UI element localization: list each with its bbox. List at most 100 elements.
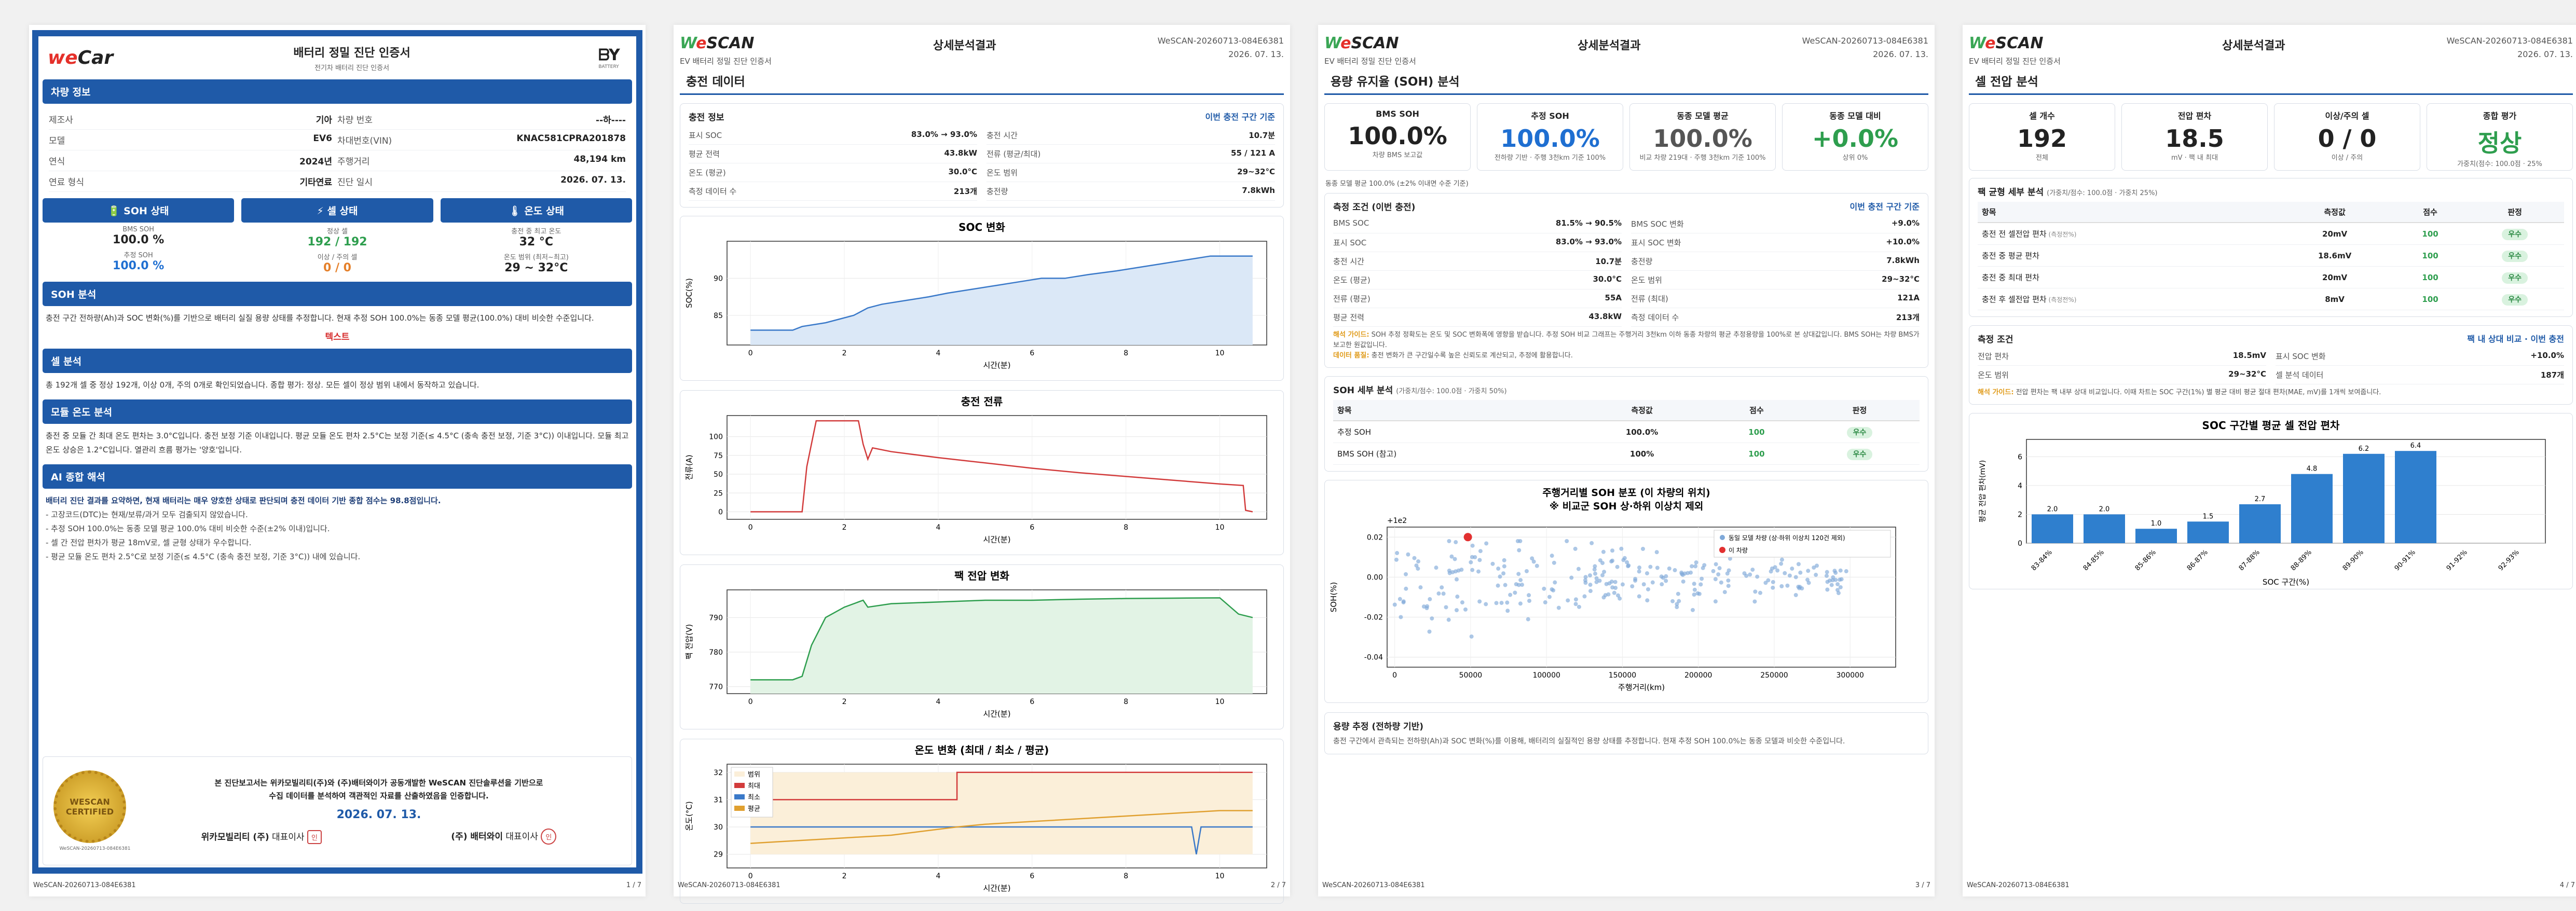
info-label: 평균 전력: [1333, 313, 1364, 322]
scatter-point: [1552, 560, 1556, 565]
scatter-point: [1498, 574, 1502, 579]
score-cell: 100: [2394, 288, 2466, 310]
info-value: +10.0%: [2530, 351, 2564, 360]
value-cell: 100.0%: [1570, 421, 1714, 443]
x-tick-label: 4: [936, 698, 940, 706]
balance-detail-card: 팩 균형 세부 분석 (가중치/점수: 100.0점 · 가중치 25%) 항목…: [1969, 178, 2573, 317]
scatter-point: [1508, 592, 1513, 597]
scatter-point: [1583, 578, 1587, 583]
bar-value-label: 1.0: [2151, 520, 2162, 528]
grade-badge: 우수: [2502, 250, 2528, 262]
scatter-point: [1551, 588, 1556, 592]
scatter-point: [1633, 578, 1638, 583]
score-cell: 100: [2394, 266, 2466, 288]
scatter-point: [1831, 575, 1835, 579]
vehicle-value: 48,194 km: [573, 154, 626, 164]
info-value: 187개: [2540, 370, 2564, 380]
scatter-point: [1702, 563, 1707, 568]
y-tick-label: 85: [714, 312, 723, 320]
scatter-point: [1553, 580, 1557, 585]
scatter-point: [1469, 634, 1474, 639]
vehicle-label: 제조사: [49, 115, 73, 126]
scatter-point: [1477, 599, 1482, 604]
info-row: BMS SOC 81.5% → 90.5%: [1333, 215, 1622, 233]
info-value: 10.7분: [1595, 257, 1622, 266]
scatter-point: [1713, 599, 1718, 604]
chart-title: 팩 전압 변화: [954, 570, 1010, 582]
column-header: 판정: [2465, 202, 2564, 223]
scatter-point: [1470, 543, 1475, 548]
x-tick-label: 8: [1123, 698, 1128, 706]
header-ref: WeSCAN-20260713-084E6381: [1157, 36, 1284, 46]
kpi-title: 이상/주의 셀: [2325, 111, 2369, 121]
kpi-value: 100.0%: [1348, 122, 1447, 150]
scatter-point: [1517, 548, 1522, 553]
scatter-point: [1825, 579, 1830, 584]
measurement-conditions: 측정 조건 (이번 충전) 이번 충전 구간 기준 BMS SOC 81.5% → …: [1324, 193, 1928, 368]
info-row: 전류 (평균/최대) 55 / 121 A: [986, 145, 1275, 163]
footer-page: 1 / 7: [626, 881, 641, 889]
info-label: 충전량: [986, 187, 1008, 196]
area-fill: [750, 256, 1253, 345]
ai-bullet: - 셀 간 전압 편차가 평균 18mV로, 셀 균형 상태가 우수합니다.: [46, 538, 252, 547]
kpi-value: 100.0%: [1653, 125, 1752, 153]
stat-label: 온도 범위 (최저~최고): [503, 254, 569, 261]
legend-label: 최소: [748, 794, 760, 802]
scatter-point: [1693, 564, 1698, 569]
wescan-logo: WeSCAN: [680, 34, 755, 52]
scatter-point: [1755, 574, 1760, 579]
scatter-point: [1550, 554, 1554, 558]
scatter-point: [1654, 550, 1659, 555]
kpi-subtext: 이상 / 주의: [2331, 154, 2363, 162]
scatter-point: [1484, 602, 1488, 606]
info-label: 온도 범위: [1631, 275, 1662, 285]
scatter-point: [1793, 575, 1798, 579]
y-tick-label: 6: [2018, 453, 2022, 461]
scatter-point: [1434, 565, 1438, 570]
kpi-subtext: 전체: [2036, 154, 2048, 162]
info-row: 표시 SOC 변화 +10.0%: [1631, 233, 1920, 252]
grade-cell: 우수: [2465, 223, 2564, 245]
scatter-point: [1675, 602, 1679, 606]
vehicle-info-table: 제조사 기아 차량 번호 --하---- 모델 EV6 차대번호(VIN) KNAC581CP…: [43, 109, 632, 198]
y-tick-label: 32: [714, 769, 723, 777]
scatter-point: [1625, 560, 1629, 564]
scatter-point: [1573, 597, 1578, 602]
kpi-card: 전압 편차 18.5 mV · 팩 내 최대: [2121, 103, 2268, 171]
scatter-point: [1833, 577, 1838, 582]
bar: [2291, 474, 2333, 543]
vehicle-info-header: 차량 정보: [43, 79, 632, 104]
y-tick-label: -0.04: [1364, 654, 1383, 662]
scatter-point: [1444, 605, 1448, 610]
scatter-point: [1785, 583, 1790, 588]
scatter-point: [1610, 548, 1615, 553]
scatter-point: [1725, 571, 1730, 576]
info-label: 표시 SOC 변화: [2276, 352, 2326, 361]
y-tick-label: 0.02: [1367, 533, 1383, 542]
scatter-point: [1531, 559, 1536, 564]
scatter-point: [1641, 582, 1646, 587]
kpi-value: 100.0%: [1500, 125, 1600, 153]
cell-measurement-conditions: 측정 조건 팩 내 상대 비교 · 이번 충전 전압 편차 18.5mV 표시 SOC…: [1969, 325, 2573, 405]
x-axis-label: 시간(분): [983, 535, 1010, 544]
series-line-최소: [750, 826, 1253, 854]
column-header: 점수: [1713, 400, 1800, 421]
info-label: 충전 시간: [986, 131, 1018, 140]
y-tick-label: 100: [709, 433, 723, 441]
scatter-point: [1753, 589, 1758, 594]
scatter-point: [1829, 583, 1834, 587]
bar-value-label: 6.4: [2410, 442, 2421, 450]
scatter-point: [1640, 547, 1645, 551]
x-tick-label: 91-92%: [2445, 548, 2469, 572]
x-axis-label: 시간(분): [983, 709, 1010, 719]
scatter-point: [1449, 554, 1454, 559]
value-cell: 8mV: [2274, 288, 2395, 310]
bar: [2187, 521, 2229, 543]
grade-badge: 우수: [2502, 294, 2528, 306]
scatter-point: [1700, 576, 1704, 581]
stat-label: 추정 SOH: [124, 252, 153, 259]
scatter-point: [1527, 599, 1532, 603]
info-label: 전류 (평균): [1333, 294, 1371, 303]
info-label: 표시 SOC: [689, 131, 722, 140]
stat-value: 32 °C: [519, 236, 554, 249]
